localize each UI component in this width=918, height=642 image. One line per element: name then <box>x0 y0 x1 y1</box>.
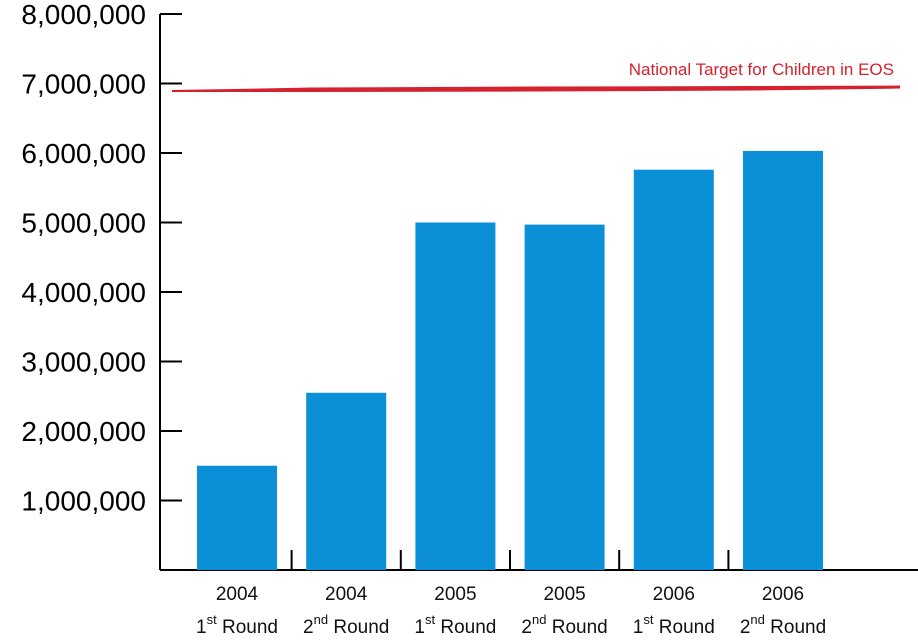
x-tick-label: 2005 <box>543 584 585 605</box>
x-round-label: 2nd Round <box>521 612 607 638</box>
y-axis-labels: 1,000,000 2,000,000 3,000,000 4,000,000 5,00… <box>21 0 146 517</box>
bar <box>415 222 496 570</box>
y-tick-label: 4,000,000 <box>21 277 146 308</box>
x-axis-labels: 2004 1st Round 2004 2nd Round 2005 1st Round 2… <box>196 584 826 638</box>
y-tick-label: 5,000,000 <box>21 208 146 239</box>
bar <box>633 169 714 570</box>
x-round-label: 2nd Round <box>303 612 389 638</box>
bar <box>306 392 387 570</box>
bars <box>197 150 823 571</box>
y-tick-label: 3,000,000 <box>21 347 146 378</box>
target-line <box>172 85 900 93</box>
x-round-label: 1st Round <box>414 612 496 638</box>
y-tick-label: 1,000,000 <box>21 486 146 517</box>
x-round-label: 1st Round <box>633 612 715 638</box>
y-tick-label: 2,000,000 <box>21 416 146 447</box>
target-label: National Target for Children in EOS <box>629 60 894 79</box>
x-tick-label: 2004 <box>325 584 368 605</box>
target-line-group: National Target for Children in EOS <box>172 60 900 93</box>
y-tick-label: 8,000,000 <box>21 0 146 30</box>
y-tick-label: 7,000,000 <box>21 69 146 100</box>
x-tick-label: 2004 <box>216 584 259 605</box>
x-tick-label: 2006 <box>762 584 804 605</box>
bar <box>197 465 277 570</box>
bar <box>524 224 605 570</box>
x-tick-label: 2005 <box>434 584 476 605</box>
x-tick-label: 2006 <box>653 584 695 605</box>
bar <box>743 150 823 571</box>
x-round-label: 1st Round <box>196 612 278 638</box>
x-round-label: 2nd Round <box>740 612 826 638</box>
y-tick-label: 6,000,000 <box>21 138 146 169</box>
